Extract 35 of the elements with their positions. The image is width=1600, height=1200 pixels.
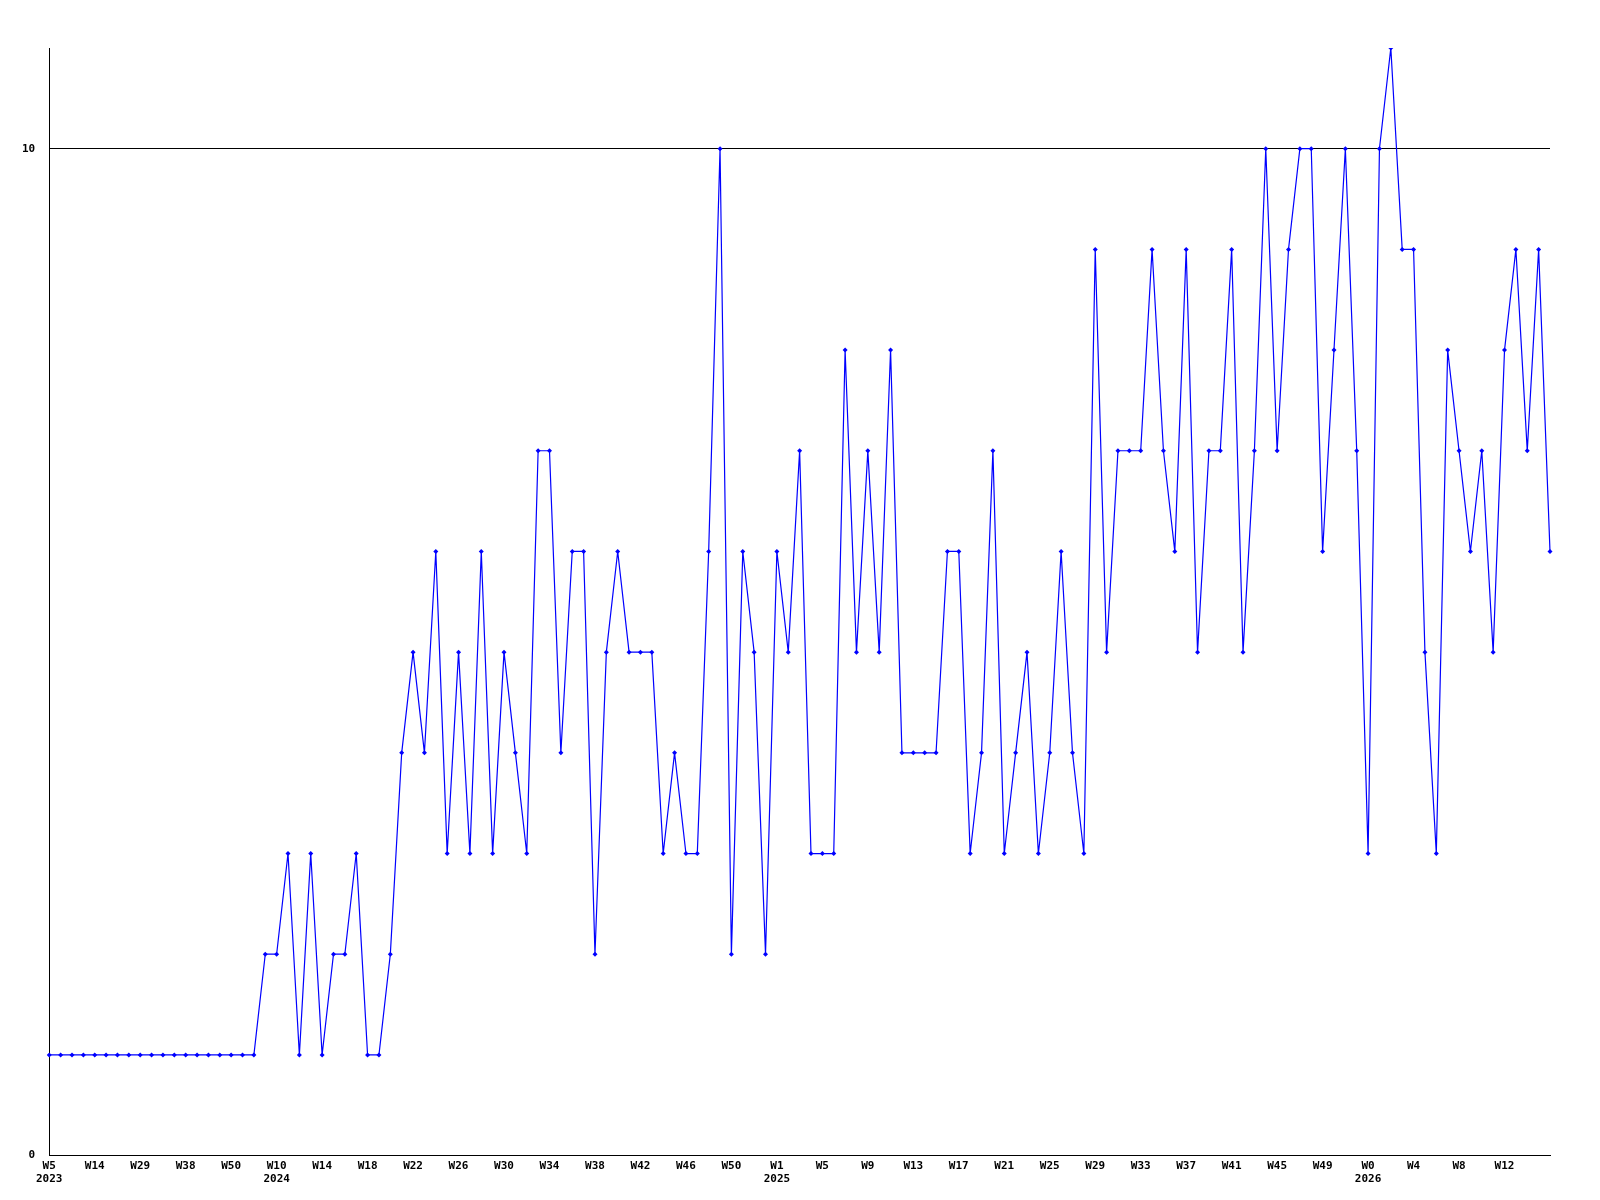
x-tick-label: W29	[1085, 1159, 1106, 1173]
x-tick-label: W14	[312, 1159, 333, 1173]
x-tick-label: W9	[861, 1159, 875, 1173]
x-tick-label: W29	[130, 1159, 151, 1173]
x-tick-label: W50	[221, 1159, 242, 1173]
x-tick-label: W38	[175, 1159, 196, 1173]
x-tick-label: W5	[815, 1159, 829, 1173]
x-tick-label: W13	[903, 1159, 924, 1173]
x-tick-label: W5 2023	[36, 1159, 63, 1186]
x-tick-label: W18	[357, 1159, 378, 1173]
x-tick-label: W33	[1130, 1159, 1151, 1173]
x-tick-label: W8	[1452, 1159, 1466, 1173]
y-tick-label: 10	[22, 141, 36, 155]
x-tick-label: W34	[539, 1159, 560, 1173]
x-tick-label: W45	[1267, 1159, 1288, 1173]
x-tick-label: W46	[675, 1159, 697, 1173]
x-tick-label: W21	[994, 1159, 1015, 1173]
x-tick-label: W14	[84, 1159, 106, 1173]
x-tick-label: W37	[1176, 1159, 1197, 1173]
x-tick-label: W38	[585, 1159, 605, 1173]
x-tick-label: W10 2024	[263, 1159, 291, 1186]
x-tick-label: W1 2025	[763, 1159, 791, 1186]
x-tick-label: W17	[948, 1159, 969, 1173]
x-tick-label: W0 2026	[1354, 1159, 1382, 1186]
x-tick-label: W25	[1039, 1159, 1060, 1173]
x-tick-label: W26	[448, 1159, 469, 1173]
x-tick-label: W12	[1494, 1159, 1515, 1173]
x-tick-label: W22	[403, 1159, 423, 1173]
y-tick-label: 0	[28, 1148, 36, 1162]
x-tick-label: W42	[630, 1159, 651, 1173]
x-tick-label: W4	[1406, 1159, 1421, 1173]
x-tick-label: W41	[1221, 1159, 1242, 1173]
x-tick-label: W49	[1312, 1159, 1333, 1173]
x-tick-label: W50	[721, 1159, 742, 1173]
x-tick-label: W30	[494, 1159, 514, 1173]
